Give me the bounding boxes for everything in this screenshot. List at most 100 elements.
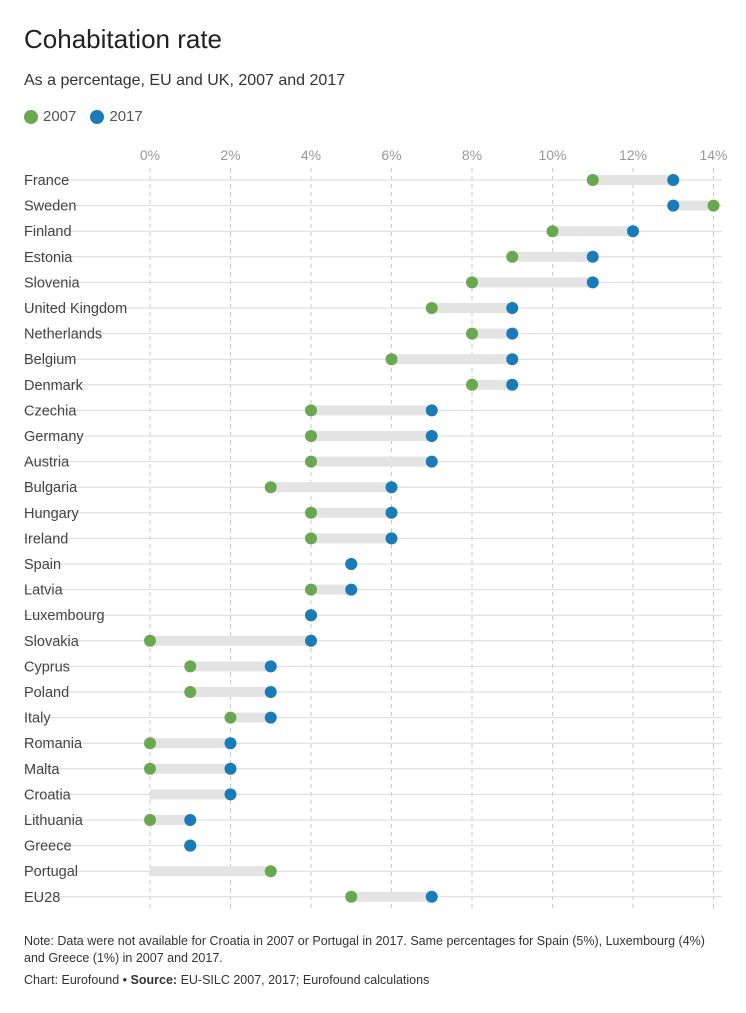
point-2017 — [667, 174, 680, 186]
country-label: Denmark — [24, 378, 84, 394]
country-label: Portugal — [24, 864, 78, 880]
country-label: Belgium — [24, 352, 76, 368]
point-2017 — [184, 839, 197, 852]
legend: 2007 2017 — [24, 108, 143, 125]
chart-note: Note: Data were not available for Croati… — [24, 934, 705, 965]
connector-bar — [150, 866, 271, 877]
x-tick-label: 12% — [619, 147, 647, 163]
chart-subtitle: As a percentage, EU and UK, 2007 and 201… — [24, 72, 346, 89]
legend-swatch-2017 — [90, 109, 105, 124]
point-2007 — [305, 455, 317, 468]
connector-bar — [311, 584, 352, 595]
connector-bar — [311, 405, 432, 416]
connector-bar — [230, 712, 271, 723]
point-2017 — [425, 404, 438, 417]
point-2007 — [506, 250, 519, 263]
country-label: Ireland — [24, 531, 68, 547]
connector-bar — [472, 379, 513, 390]
point-2017 — [667, 199, 680, 212]
country-label: Germany — [24, 429, 84, 445]
point-2007 — [385, 353, 398, 366]
point-2007 — [305, 430, 317, 442]
connector-bar — [150, 635, 311, 646]
point-2017 — [506, 327, 519, 340]
connector-bar — [150, 789, 231, 800]
dumbbell-chart: 0% 2% 4% 6% 8% 10% 12% 14% France Sweden Finland Es… — [24, 147, 728, 908]
point-2017 — [385, 506, 398, 519]
point-2007 — [707, 199, 720, 212]
connector-bar — [391, 354, 513, 365]
chart-title: Cohabitation rate — [24, 24, 223, 54]
point-2007 — [264, 481, 277, 494]
country-label: United Kingdom — [24, 301, 127, 317]
country-label: Finland — [24, 224, 72, 240]
country-label: Luxembourg — [24, 608, 105, 624]
point-2007 — [264, 865, 277, 878]
legend-swatch-2007 — [24, 109, 38, 124]
point-2017 — [425, 430, 438, 442]
point-2007 — [305, 506, 317, 519]
connector-bar — [311, 431, 432, 441]
connector-bar — [592, 175, 674, 185]
country-label: Greece — [24, 839, 72, 855]
x-tick-label: 14% — [699, 147, 727, 163]
country-label: Netherlands — [24, 327, 102, 343]
country-label: Bulgaria — [24, 480, 78, 496]
point-2017 — [345, 583, 358, 596]
point-2017 — [506, 353, 519, 366]
point-2017 — [586, 276, 599, 289]
point-2007 — [466, 378, 478, 391]
point-2017 — [264, 660, 277, 673]
point-2007 — [466, 276, 478, 289]
point-2007 — [144, 814, 156, 826]
source-text: EU-SILC 2007, 2017; Eurofound calculatio… — [180, 973, 430, 987]
point-2017 — [224, 762, 237, 775]
point-2007 — [305, 532, 317, 545]
point-2007 — [144, 634, 156, 647]
country-label: Sweden — [24, 199, 76, 215]
connector-bar — [150, 738, 231, 749]
point-2017 — [506, 378, 519, 391]
point-2007 — [425, 302, 438, 314]
country-label: Czechia — [24, 403, 77, 419]
point-2017 — [184, 814, 197, 826]
point-2007 — [144, 737, 156, 750]
chart-credit-label: Chart: Eurofound • — [24, 973, 128, 987]
point-2007 — [466, 327, 478, 340]
connector-bar — [673, 200, 714, 211]
connector-bar — [472, 328, 513, 339]
point-2007 — [345, 890, 358, 903]
point-2017 — [305, 609, 317, 622]
x-tick-label: 2% — [220, 147, 240, 163]
connector-bar — [311, 533, 392, 544]
country-label: Estonia — [24, 250, 73, 266]
country-label: Lithuania — [24, 813, 84, 829]
country-label: Austria — [24, 455, 70, 471]
point-2017 — [224, 788, 237, 801]
country-label: Italy — [24, 711, 51, 727]
connector-bar — [150, 763, 231, 774]
point-2007 — [224, 711, 237, 724]
source-label: Source: — [130, 973, 178, 987]
connector-bar — [552, 226, 633, 237]
point-2007 — [586, 174, 599, 186]
chart-credit: Chart: Eurofound • Source: EU-SILC 2007,… — [24, 973, 429, 987]
country-label: Slovenia — [24, 275, 81, 291]
legend-item-2017: 2017 — [90, 108, 143, 125]
legend-item-2007: 2007 — [24, 108, 76, 125]
point-2017 — [224, 737, 237, 750]
connector-bar — [150, 815, 191, 825]
country-label: Hungary — [24, 506, 80, 522]
connector-bar — [431, 303, 513, 313]
point-2017 — [425, 455, 438, 468]
point-2007 — [144, 762, 156, 775]
country-label: Slovakia — [24, 634, 80, 650]
connector-bar — [311, 507, 392, 518]
point-2007 — [305, 583, 317, 596]
x-tick-label: 4% — [301, 147, 321, 163]
country-label: Latvia — [24, 583, 64, 599]
point-2017 — [264, 686, 277, 698]
point-2017 — [586, 250, 599, 263]
x-tick-label: 10% — [538, 147, 566, 163]
point-2007 — [546, 225, 559, 238]
